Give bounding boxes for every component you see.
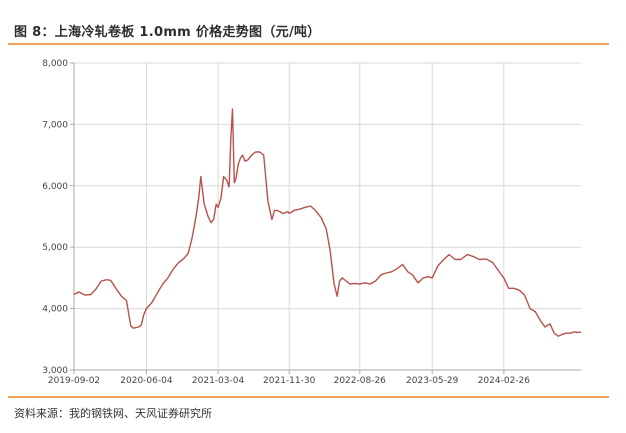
series-layer: [73, 108, 582, 337]
x-tick-label: 2019-09-02: [48, 376, 100, 386]
x-tick-label: 2022-08-26: [334, 376, 387, 386]
y-tick-label: 8,000: [42, 59, 68, 69]
source-note: 资料来源：我的钢铁网、天风证券研究所: [14, 407, 212, 420]
y-tick-label: 4,000: [42, 305, 68, 315]
y-tick-label: 3,000: [42, 366, 68, 376]
x-tick-label: 2021-03-04: [192, 376, 245, 386]
price-series-line: [73, 108, 582, 337]
tick-label-layer: 3,000 4,000 5,000 6,000 7,000 8,000 2019-09-02…: [42, 59, 530, 386]
x-tick-label: 2024-02-26: [478, 376, 531, 386]
y-tick-label: 6,000: [42, 182, 68, 192]
axis-layer: [70, 62, 581, 374]
y-tick-label: 7,000: [42, 120, 68, 130]
x-tick-label: 2023-05-29: [406, 376, 459, 386]
y-tick-label: 5,000: [42, 243, 68, 253]
x-tick-label: 2020-06-04: [120, 376, 173, 386]
footer-divider: [8, 396, 609, 398]
grid-layer: [74, 62, 581, 370]
x-tick-label: 2021-11-30: [263, 376, 316, 386]
title-divider: [8, 43, 609, 45]
chart-title: 图 8：上海冷轧卷板 1.0mm 价格走势图（元/吨）: [14, 25, 321, 40]
